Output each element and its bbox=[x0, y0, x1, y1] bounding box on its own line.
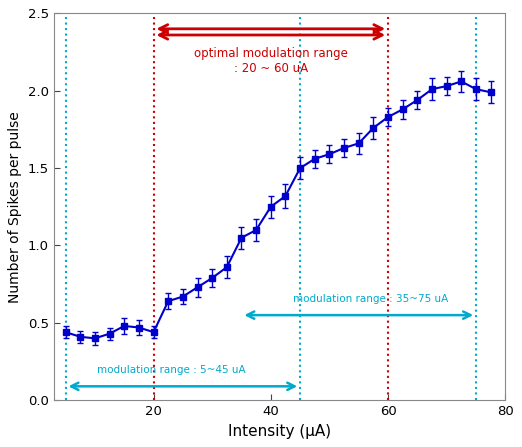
Text: optimal modulation range
: 20 ~ 60 uA: optimal modulation range : 20 ~ 60 uA bbox=[194, 47, 348, 76]
Text: modulation range : 35~75 uA: modulation range : 35~75 uA bbox=[293, 294, 448, 304]
Y-axis label: Number of Spikes per pulse: Number of Spikes per pulse bbox=[8, 111, 22, 303]
X-axis label: Intensity (μA): Intensity (μA) bbox=[228, 424, 331, 439]
Text: modulation range : 5~45 uA: modulation range : 5~45 uA bbox=[97, 366, 245, 375]
